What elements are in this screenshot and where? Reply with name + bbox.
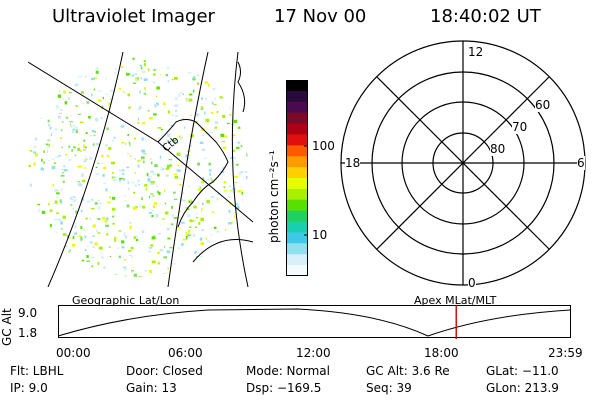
info-mode: Mode: Normal <box>246 364 330 378</box>
info-seq: Seq: 39 <box>366 381 412 395</box>
observation-time: 18:40:02 UT <box>430 6 541 27</box>
info-glat: GLat: −11.0 <box>486 364 559 378</box>
info-dsp: Dsp: −169.5 <box>246 381 322 395</box>
polar-panel-caption: Apex MLat/MLT <box>414 294 497 307</box>
info-door: Door: Closed <box>126 364 203 378</box>
geo-grid-line <box>167 52 209 287</box>
instrument-title: Ultraviolet Imager <box>52 6 215 27</box>
mlat-label-80: 80 <box>490 142 506 156</box>
timeline-xtick: 18:00 <box>424 346 459 360</box>
colorbar-tick-10: 10 <box>312 228 328 242</box>
altitude-timeline <box>58 305 571 339</box>
info-ip: IP: 9.0 <box>10 381 48 395</box>
mlt-label-6: 6 <box>577 156 585 170</box>
geo-panel-caption: Geographic Lat/Lon <box>72 294 180 307</box>
geographic-image-panel: Ctb <box>28 52 253 287</box>
mlt-label-18: 18 <box>345 156 361 170</box>
colorbar-tick-100: 100 <box>312 139 335 153</box>
polar-plot <box>340 40 586 286</box>
colorbar <box>286 80 308 276</box>
info-glon: GLon: 213.9 <box>486 381 559 395</box>
aurora-disk <box>28 57 248 277</box>
timeline-axis-label: GC Alt <box>0 308 14 346</box>
mlt-label-0: 0 <box>468 276 476 290</box>
timeline-xtick: 06:00 <box>168 346 203 360</box>
geo-grid-line <box>192 239 253 263</box>
geo-grid-line <box>231 52 249 287</box>
mlat-label-60: 60 <box>535 98 551 112</box>
observation-date: 17 Nov 00 <box>274 6 367 27</box>
timeline-ytick-high: 9.0 <box>18 306 38 320</box>
info-gain: Gain: 13 <box>126 381 177 395</box>
coastline <box>157 119 229 228</box>
colorbar-unit-label: photon cm⁻²s⁻¹ <box>267 150 281 243</box>
geo-grid-line <box>47 52 124 287</box>
timeline-ytick-low: 1.8 <box>18 326 38 340</box>
info-filter: Flt: LBHL <box>10 364 64 378</box>
coastline <box>237 61 246 113</box>
timeline-xtick: 12:00 <box>296 346 331 360</box>
mlt-label-12: 12 <box>468 45 484 59</box>
timeline-xtick: 00:00 <box>56 346 91 360</box>
timeline-xtick: 23:59 <box>548 346 583 360</box>
mlat-label-70: 70 <box>512 120 528 134</box>
polar-axis-diagonal <box>376 76 550 250</box>
info-gc-alt: GC Alt: 3.6 Re <box>366 364 450 378</box>
